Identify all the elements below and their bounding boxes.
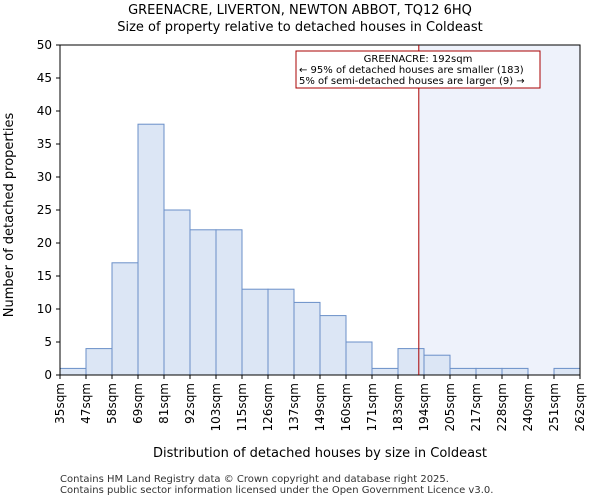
y-tick-label: 40 — [37, 104, 52, 118]
histogram-bar — [215, 229, 243, 376]
y-tick-label: 25 — [37, 203, 52, 217]
y-tick-label: 5 — [44, 335, 52, 349]
x-tick-label: 217sqm — [469, 383, 483, 431]
y-axis-label: Number of detached properties — [2, 113, 17, 318]
x-tick-label: 160sqm — [339, 383, 353, 431]
annotation-title: GREENACRE: 192sqm — [364, 54, 473, 65]
x-tick-label: 149sqm — [313, 383, 327, 431]
histogram-bar — [449, 367, 477, 376]
histogram-chart: 0 5 10 15 20 25 30 35 40 45 50 35sqm 47sqm 58sqm 69sq… — [2, 38, 587, 461]
histogram-bar — [501, 367, 529, 376]
histogram-bar — [423, 354, 451, 376]
chart-subtitle: Size of property relative to detached ho… — [117, 20, 483, 35]
x-tick-label: 47sqm — [79, 383, 93, 424]
histogram-bar — [397, 348, 425, 376]
x-tick-label: 126sqm — [261, 383, 275, 431]
y-tick-label: 30 — [37, 170, 52, 184]
footer-copyright: Contains HM Land Registry data © Crown c… — [60, 474, 449, 485]
y-tick-label: 15 — [37, 269, 52, 283]
histogram-bar — [85, 348, 113, 376]
x-tick-label: 228sqm — [495, 383, 509, 431]
x-tick-label: 205sqm — [443, 383, 457, 431]
histogram-bar — [111, 262, 139, 376]
x-tick-label: 81sqm — [157, 383, 171, 424]
chart-title: GREENACRE, LIVERTON, NEWTON ABBOT, TQ12 … — [128, 3, 472, 18]
y-tick-label: 45 — [37, 71, 52, 85]
larger-region-highlight — [418, 45, 580, 375]
histogram-bar — [293, 301, 321, 376]
histogram-bar — [553, 367, 581, 376]
x-tick-label: 183sqm — [391, 383, 405, 431]
histogram-bar — [137, 123, 165, 376]
x-tick-label: 262sqm — [573, 383, 587, 431]
y-tick-label: 20 — [37, 236, 52, 250]
annotation-box — [295, 50, 541, 89]
x-tick-label: 137sqm — [287, 383, 301, 431]
x-tick-label: 92sqm — [183, 383, 197, 424]
x-tick-label: 35sqm — [53, 383, 67, 424]
y-tick-label: 10 — [37, 302, 52, 316]
histogram-bar — [241, 288, 269, 376]
histogram-bar — [371, 367, 399, 376]
y-tick-label: 35 — [37, 137, 52, 151]
x-tick-label: 171sqm — [365, 383, 379, 431]
histogram-bar — [59, 367, 87, 376]
x-tick-label: 194sqm — [417, 383, 431, 431]
histogram-bar — [345, 341, 373, 376]
histogram-bar — [475, 367, 503, 376]
histogram-bar — [189, 229, 217, 376]
y-tick-label: 0 — [44, 368, 52, 382]
x-tick-label: 115sqm — [235, 383, 249, 431]
histogram-bar — [319, 315, 347, 376]
histogram-bar — [267, 288, 295, 376]
x-tick-label: 240sqm — [521, 383, 535, 431]
x-tick-label: 58sqm — [105, 383, 119, 424]
y-tick-label: 50 — [37, 38, 52, 52]
footer-licence: Contains public sector information licen… — [60, 485, 494, 496]
annotation-smaller: ← 95% of detached houses are smaller (18… — [299, 65, 524, 76]
annotation-larger: 5% of semi-detached houses are larger (9… — [299, 76, 525, 87]
x-axis-label: Distribution of detached houses by size … — [153, 446, 487, 461]
x-tick-label: 251sqm — [547, 383, 561, 431]
x-tick-label: 69sqm — [131, 383, 145, 424]
histogram-bar — [163, 209, 191, 376]
x-tick-label: 103sqm — [209, 383, 223, 431]
